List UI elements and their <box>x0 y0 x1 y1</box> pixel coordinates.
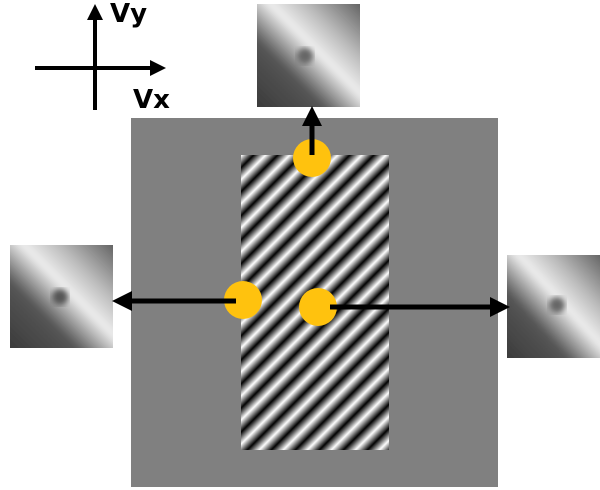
thumbnail-right <box>507 255 600 358</box>
vy-label: Vy <box>110 0 147 29</box>
thumbnail-top <box>257 4 360 107</box>
vx-label: Vx <box>133 85 170 115</box>
aperture-left <box>224 281 262 319</box>
thumbnail-left <box>10 245 113 348</box>
aperture-top <box>293 139 331 177</box>
aperture-right <box>299 288 337 326</box>
